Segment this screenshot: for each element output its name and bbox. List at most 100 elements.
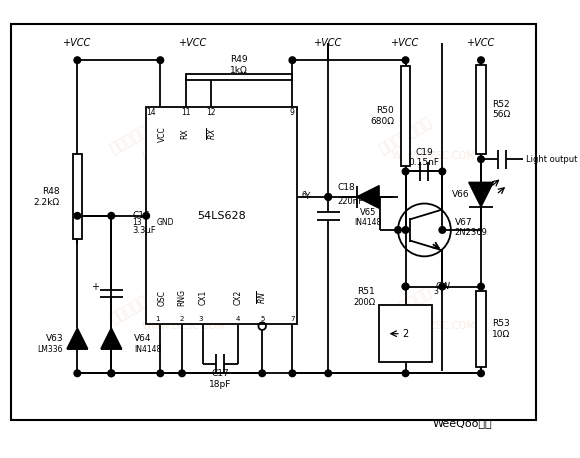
Circle shape xyxy=(179,370,186,376)
Text: +VCC: +VCC xyxy=(63,38,92,48)
Text: +VCC: +VCC xyxy=(467,38,495,48)
Text: V65: V65 xyxy=(360,207,376,217)
Text: R53
10Ω: R53 10Ω xyxy=(492,319,510,338)
Text: 200Ω: 200Ω xyxy=(353,298,375,307)
Circle shape xyxy=(478,283,484,290)
Text: 220nF: 220nF xyxy=(338,197,364,206)
Circle shape xyxy=(395,227,401,233)
Text: R48
2.2kΩ: R48 2.2kΩ xyxy=(33,187,59,207)
Text: V64: V64 xyxy=(134,334,151,343)
Text: CX2: CX2 xyxy=(233,290,242,305)
Circle shape xyxy=(74,370,81,376)
Text: V67: V67 xyxy=(455,218,472,227)
Text: WWW.DZSC.COM: WWW.DZSC.COM xyxy=(142,321,226,331)
Text: CX1: CX1 xyxy=(198,290,207,305)
Text: 维库电子市场网: 维库电子市场网 xyxy=(376,285,434,326)
Text: 1: 1 xyxy=(155,316,160,322)
Text: 7: 7 xyxy=(290,316,295,322)
Text: WWW.DZSC.COM: WWW.DZSC.COM xyxy=(392,152,476,161)
Text: RX: RX xyxy=(180,128,189,139)
Text: 11: 11 xyxy=(181,109,191,118)
Text: 3: 3 xyxy=(433,287,438,296)
Bar xyxy=(476,65,485,154)
Circle shape xyxy=(439,283,445,290)
Text: R49
1kΩ: R49 1kΩ xyxy=(230,55,248,75)
Text: $\overline{RX}$: $\overline{RX}$ xyxy=(206,127,218,140)
Polygon shape xyxy=(469,182,493,207)
Text: $\overline{RN}$: $\overline{RN}$ xyxy=(256,291,268,305)
Text: CW: CW xyxy=(436,282,451,291)
Bar xyxy=(401,66,410,166)
Polygon shape xyxy=(101,328,122,349)
Circle shape xyxy=(325,194,332,200)
Circle shape xyxy=(157,57,164,64)
Text: C17
18pF: C17 18pF xyxy=(209,369,231,389)
Text: 54LS628: 54LS628 xyxy=(197,211,246,221)
Circle shape xyxy=(403,57,409,64)
Text: R51: R51 xyxy=(358,287,375,296)
Circle shape xyxy=(289,370,296,376)
Circle shape xyxy=(478,57,484,64)
Circle shape xyxy=(74,57,81,64)
Circle shape xyxy=(439,168,445,175)
Circle shape xyxy=(403,168,409,175)
Circle shape xyxy=(143,213,150,219)
Polygon shape xyxy=(357,185,379,208)
Text: OSC: OSC xyxy=(158,290,166,306)
Text: WWW.DZSC.COM: WWW.DZSC.COM xyxy=(392,321,476,331)
Circle shape xyxy=(289,57,296,64)
Circle shape xyxy=(403,370,409,376)
Circle shape xyxy=(403,227,409,233)
Text: 维库电子市场网: 维库电子市场网 xyxy=(108,285,166,326)
Text: IN4148: IN4148 xyxy=(134,345,161,354)
Text: 维库电子市场网: 维库电子市场网 xyxy=(108,115,166,156)
Text: V63: V63 xyxy=(46,334,63,343)
Bar xyxy=(379,305,432,362)
Text: +VCC: +VCC xyxy=(392,38,420,48)
Text: GND: GND xyxy=(156,218,174,227)
Circle shape xyxy=(403,283,409,290)
Text: +VCC: +VCC xyxy=(179,38,208,48)
Bar xyxy=(186,74,292,81)
Circle shape xyxy=(108,370,115,376)
Circle shape xyxy=(259,370,266,376)
Circle shape xyxy=(108,213,115,219)
Text: 2N2369: 2N2369 xyxy=(455,228,487,237)
Circle shape xyxy=(74,213,81,219)
Circle shape xyxy=(478,370,484,376)
Text: +: + xyxy=(91,282,99,292)
Text: LM336: LM336 xyxy=(38,345,63,354)
Polygon shape xyxy=(67,328,88,349)
Text: 维库电子市场网: 维库电子市场网 xyxy=(376,115,434,156)
Text: R52
56Ω: R52 56Ω xyxy=(492,100,510,120)
Text: IN4148: IN4148 xyxy=(354,218,382,227)
Bar xyxy=(476,291,485,367)
Text: +VCC: +VCC xyxy=(314,38,342,48)
Text: C16: C16 xyxy=(132,211,150,220)
Circle shape xyxy=(439,227,445,233)
Text: WeeQoo维库: WeeQoo维库 xyxy=(432,418,492,428)
Text: 2: 2 xyxy=(403,329,409,338)
Text: Y: Y xyxy=(304,192,309,202)
Text: 12: 12 xyxy=(206,109,216,118)
Circle shape xyxy=(403,283,409,290)
Text: 13: 13 xyxy=(132,218,142,227)
Text: 3.3μF: 3.3μF xyxy=(132,226,155,235)
Circle shape xyxy=(478,156,484,163)
Text: 3: 3 xyxy=(198,316,203,322)
Text: 6: 6 xyxy=(301,191,306,200)
Circle shape xyxy=(157,370,164,376)
Bar xyxy=(146,107,297,324)
Text: 14: 14 xyxy=(146,109,155,118)
Text: 5: 5 xyxy=(260,316,264,322)
Circle shape xyxy=(325,370,332,376)
Text: 9: 9 xyxy=(290,109,295,118)
Text: C19
0.15nF: C19 0.15nF xyxy=(408,147,440,167)
Text: WWW.DZSC.COM: WWW.DZSC.COM xyxy=(142,152,226,161)
Circle shape xyxy=(108,370,115,376)
Circle shape xyxy=(325,194,332,200)
Text: 4: 4 xyxy=(235,316,240,322)
Text: VCC: VCC xyxy=(158,126,166,142)
Text: 2: 2 xyxy=(180,316,184,322)
Text: RNG: RNG xyxy=(177,289,187,306)
